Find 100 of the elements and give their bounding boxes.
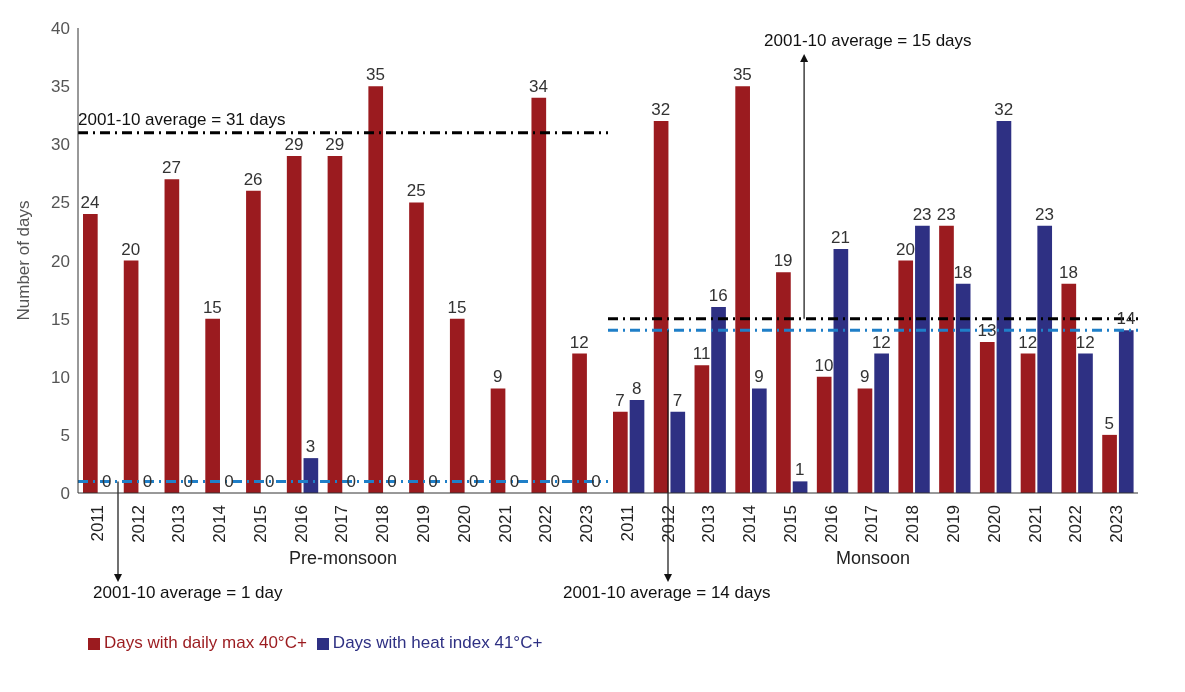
x-tick-label: 2020 bbox=[454, 505, 474, 543]
x-tick-label: 2021 bbox=[495, 505, 515, 543]
data-label: 12 bbox=[1075, 332, 1095, 352]
data-label: 10 bbox=[814, 355, 834, 375]
data-label: 0 bbox=[346, 472, 357, 491]
x-tick-label: 2018 bbox=[903, 505, 923, 543]
data-label: 23 bbox=[912, 204, 932, 224]
bar bbox=[1102, 434, 1117, 493]
data-label: 0 bbox=[183, 472, 193, 491]
x-tick-label: 2014 bbox=[210, 505, 230, 543]
x-tick-label: 2018 bbox=[373, 505, 393, 543]
x-tick-label: 2011 bbox=[87, 505, 107, 542]
data-label: 16 bbox=[708, 286, 728, 305]
data-label: 26 bbox=[243, 169, 263, 189]
x-tick-label: 2022 bbox=[1066, 505, 1086, 543]
text: Pre-monsoon bbox=[287, 548, 399, 569]
x-tick-label: 2015 bbox=[780, 505, 800, 543]
x-tick-label: 2017 bbox=[862, 505, 882, 543]
bar bbox=[979, 341, 995, 493]
bar bbox=[653, 121, 669, 493]
bar bbox=[735, 86, 750, 493]
x-tick-label: 2012 bbox=[128, 505, 148, 543]
x-tick-label: 2011 bbox=[617, 505, 637, 542]
bar bbox=[915, 225, 930, 493]
data-label: 11 bbox=[692, 344, 711, 364]
y-tick-label: 35 bbox=[51, 77, 70, 97]
bar bbox=[816, 376, 832, 493]
bar bbox=[1078, 353, 1093, 493]
data-label: 20 bbox=[121, 239, 141, 259]
bar bbox=[1118, 330, 1134, 493]
x-tick-label: 2023 bbox=[1107, 505, 1127, 543]
x-tick-label: 2023 bbox=[577, 505, 597, 543]
data-label: 13 bbox=[977, 320, 997, 340]
x-tick-label: 2022 bbox=[536, 505, 556, 543]
data-label: 12 bbox=[1018, 332, 1038, 352]
bar bbox=[996, 121, 1012, 493]
bar bbox=[205, 318, 220, 493]
bar bbox=[833, 248, 849, 493]
data-label: 25 bbox=[406, 181, 426, 201]
bar bbox=[670, 411, 686, 493]
x-tick-label: 2015 bbox=[250, 505, 270, 543]
data-label: 5 bbox=[1104, 413, 1115, 433]
data-label: 32 bbox=[994, 100, 1014, 119]
x-tick-label: 2016 bbox=[291, 505, 311, 543]
x-tick-label: 2019 bbox=[414, 505, 434, 543]
bar bbox=[1020, 353, 1036, 493]
bar bbox=[629, 400, 645, 493]
y-tick-label: 30 bbox=[51, 135, 70, 155]
data-label: 0 bbox=[509, 472, 520, 491]
y-axis-title: Number of days bbox=[14, 200, 34, 321]
data-label: 7 bbox=[672, 390, 683, 410]
x-tick-label: 2016 bbox=[821, 505, 841, 543]
bar bbox=[123, 260, 139, 493]
bar bbox=[531, 97, 547, 493]
y-tick-label: 5 bbox=[60, 425, 70, 445]
data-label: 12 bbox=[871, 332, 891, 352]
data-label: 23 bbox=[1034, 204, 1054, 224]
bar bbox=[776, 272, 791, 493]
y-tick-label: 20 bbox=[51, 251, 70, 271]
data-label: 19 bbox=[773, 251, 793, 271]
data-label: 35 bbox=[732, 65, 752, 85]
bar bbox=[939, 225, 954, 493]
data-label: 7 bbox=[615, 390, 625, 410]
data-label: 15 bbox=[447, 297, 467, 317]
bar bbox=[955, 283, 971, 493]
data-label: 18 bbox=[953, 262, 973, 282]
data-label: 9 bbox=[754, 367, 764, 387]
x-tick-label: 2014 bbox=[740, 505, 760, 543]
data-label: 23 bbox=[936, 204, 956, 224]
legend-label: Days with daily max 40°C+ bbox=[104, 633, 307, 652]
data-label: 8 bbox=[631, 379, 642, 398]
data-label: 29 bbox=[325, 134, 345, 154]
data-label: 3 bbox=[305, 437, 316, 457]
x-tick-label: 2013 bbox=[699, 505, 719, 543]
y-tick-label: 25 bbox=[51, 193, 70, 213]
bar bbox=[368, 86, 384, 493]
bar bbox=[83, 214, 98, 493]
bar bbox=[1061, 283, 1077, 493]
data-label: 14 bbox=[1116, 309, 1136, 329]
y-tick-label: 10 bbox=[51, 367, 70, 387]
y-tick-label: 40 bbox=[51, 19, 70, 39]
bar bbox=[613, 411, 628, 493]
x-tick-label: 2020 bbox=[984, 505, 1004, 543]
ref-line-label: 2001-10 average = 1 day bbox=[93, 583, 284, 602]
bar bbox=[711, 307, 726, 493]
data-label: 15 bbox=[202, 297, 222, 317]
data-label: 9 bbox=[493, 367, 503, 387]
bar bbox=[874, 353, 889, 493]
bar bbox=[751, 388, 767, 493]
data-label: 9 bbox=[859, 367, 870, 387]
y-tick-label: 0 bbox=[60, 484, 70, 504]
bar bbox=[792, 481, 808, 493]
data-label: 0 bbox=[265, 472, 275, 491]
x-tick-label: 2017 bbox=[332, 505, 352, 543]
text: Monsoon bbox=[834, 548, 912, 569]
bar bbox=[327, 155, 343, 493]
data-label: 29 bbox=[284, 134, 304, 154]
data-label: 0 bbox=[550, 472, 560, 491]
data-label: 0 bbox=[224, 472, 234, 491]
data-label: 12 bbox=[569, 332, 589, 352]
